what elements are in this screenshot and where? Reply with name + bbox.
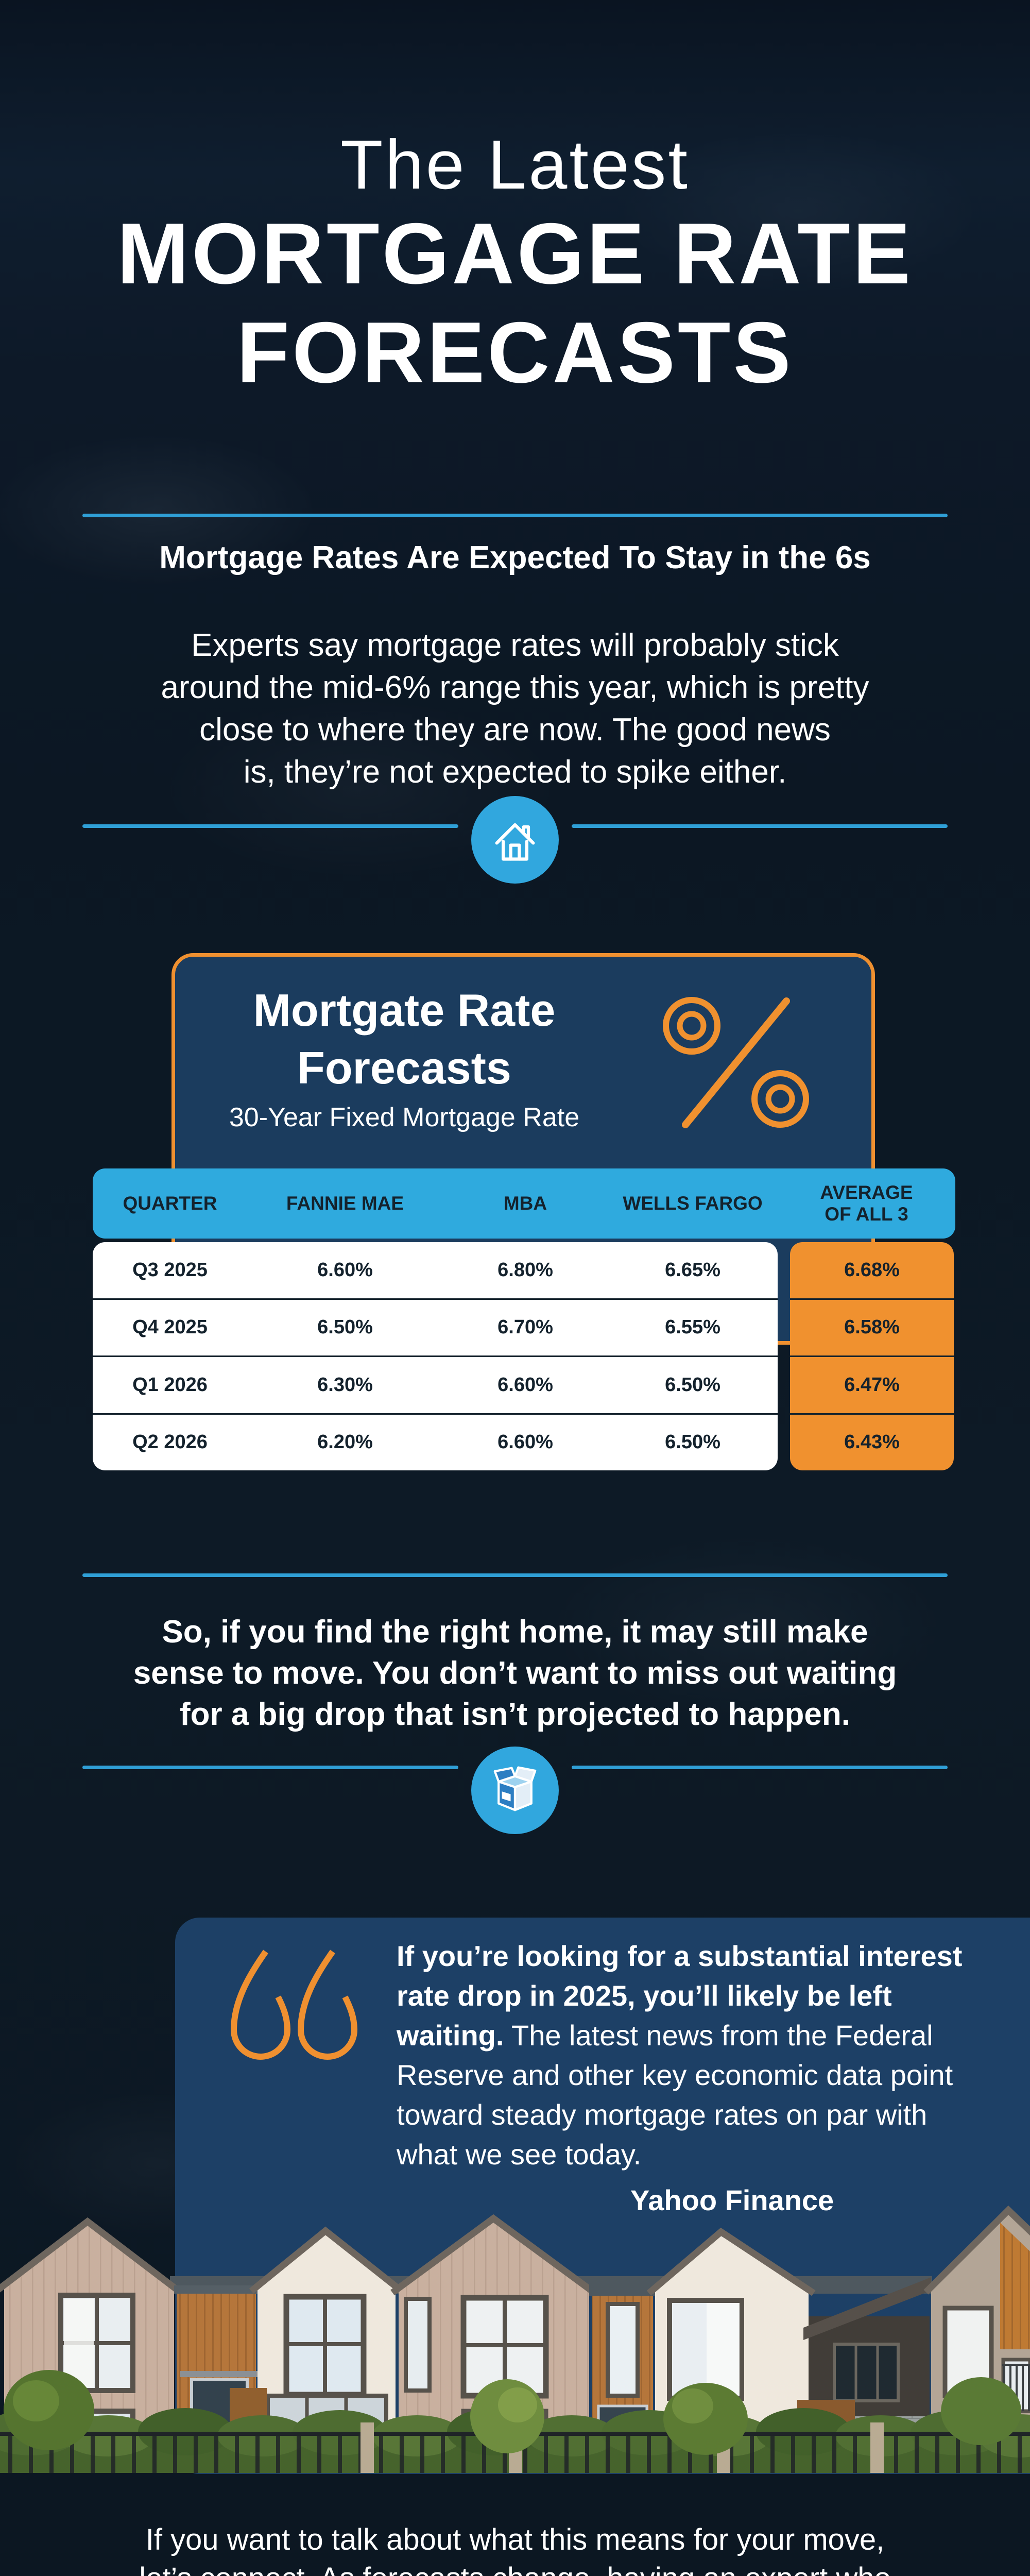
column-header-average-line1: AVERAGE (820, 1182, 913, 1203)
cell-average: 6.43% (844, 1431, 900, 1453)
intro-line: Experts say mortgage rates will probably… (191, 628, 839, 663)
column-header-average-line2: OF ALL 3 (825, 1204, 908, 1225)
section-divider-line (82, 1573, 948, 1577)
hero-title-line1: MORTGAGE RATE (117, 205, 913, 302)
intro-line: around the mid-6% range this year, which… (161, 670, 869, 705)
intro-heading: Mortgage Rates Are Expected To Stay in t… (159, 540, 871, 575)
quote-attribution: Yahoo Finance (630, 2184, 834, 2216)
cell-mba: 6.80% (497, 1259, 553, 1281)
mid-note-line: sense to move. You don’t want to miss ou… (133, 1655, 897, 1691)
quote-bold-text: If you’re looking for a substantial inte… (397, 1940, 963, 2052)
cell-average: 6.68% (790, 1242, 954, 1300)
divider-line-right (572, 824, 948, 828)
table-row: Q2 2026 6.20% 6.60% 6.50% (93, 1415, 778, 1471)
home-icon-badge (471, 796, 559, 884)
column-header-average: AVERAGE OF ALL 3 (778, 1182, 955, 1225)
cell-wells-fargo: 6.50% (665, 1431, 720, 1453)
column-header-fannie-mae: FANNIE MAE (286, 1193, 404, 1214)
mid-note: So, if you find the right home, it may s… (0, 1612, 1030, 1735)
moving-box-icon (488, 1762, 542, 1819)
outro-line: If you want to talk about what this mean… (145, 2523, 885, 2556)
intro-line: close to where they are now. The good ne… (199, 712, 831, 748)
mid-note-line: So, if you find the right home, it may s… (162, 1614, 868, 1650)
divider-line-left (82, 1766, 458, 1769)
section-divider-line (82, 514, 948, 517)
moving-box-icon-badge (471, 1747, 559, 1834)
cell-wells-fargo: 6.65% (665, 1259, 720, 1281)
forecast-card-title-line1: Mortgate Rate (253, 985, 556, 1036)
cell-quarter: Q2 2026 (132, 1431, 208, 1453)
hero-eyebrow: The Latest (340, 126, 690, 204)
cell-fannie-mae: 6.60% (317, 1259, 373, 1281)
quote-regular-text: The latest news from the Federal Reserve… (397, 2019, 953, 2171)
outro-paragraph: If you want to talk about what this mean… (0, 2520, 1030, 2576)
cell-mba: 6.60% (497, 1374, 553, 1396)
table-row: Q4 2025 6.50% 6.70% 6.55% (93, 1300, 778, 1357)
forecast-card-title-line2: Forecasts (297, 1042, 511, 1093)
divider-line-left (82, 824, 458, 828)
intro-paragraph: Experts say mortgage rates will probably… (0, 624, 1030, 793)
cell-fannie-mae: 6.20% (317, 1431, 373, 1453)
cloud-texture (0, 402, 386, 618)
cell-wells-fargo: 6.55% (665, 1316, 720, 1338)
intro-line: is, they’re not expected to spike either… (243, 754, 787, 790)
cell-fannie-mae: 6.30% (317, 1374, 373, 1396)
cell-average: 6.58% (790, 1300, 954, 1357)
cell-quarter: Q3 2025 (132, 1259, 208, 1281)
cell-mba: 6.70% (497, 1316, 553, 1338)
cell-average: 6.47% (790, 1357, 954, 1415)
forecast-card-title: Mortgate Rate Forecasts (191, 981, 618, 1097)
percent-icon (651, 989, 821, 1141)
cell-fannie-mae: 6.50% (317, 1316, 373, 1338)
houses-photo (0, 2190, 1030, 2476)
forecast-card-subtitle: 30-Year Fixed Mortgage Rate (229, 1103, 580, 1132)
quote-icon (216, 1942, 371, 2094)
quote-text: If you’re looking for a substantial inte… (397, 1936, 963, 2174)
shrubs (4, 2370, 1021, 2455)
forecast-table-body: Q3 2025 6.60% 6.80% 6.65% Q4 2025 6.50% … (93, 1242, 778, 1470)
forecast-table-header: QUARTER FANNIE MAE MBA WELLS FARGO AVERA… (93, 1168, 955, 1239)
cell-mba: 6.60% (497, 1431, 553, 1453)
column-header-quarter: QUARTER (123, 1193, 217, 1214)
column-header-wells-fargo: WELLS FARGO (623, 1193, 763, 1214)
outro-line: let’s connect. As forecasts change, havi… (0, 2559, 1030, 2576)
mid-note-line: for a big drop that isn’t projected to h… (180, 1697, 850, 1732)
table-row: Q1 2026 6.30% 6.60% 6.50% (93, 1357, 778, 1415)
home-icon (488, 812, 542, 868)
hero-title-line2: FORECASTS (236, 304, 794, 401)
average-column: 6.68% 6.58% 6.47% 6.43% (790, 1242, 954, 1470)
cell-quarter: Q1 2026 (132, 1374, 208, 1396)
column-header-mba: MBA (503, 1193, 547, 1214)
table-row: Q3 2025 6.60% 6.80% 6.65% (93, 1242, 778, 1300)
cell-wells-fargo: 6.50% (665, 1374, 720, 1396)
cell-quarter: Q4 2025 (132, 1316, 208, 1338)
divider-line-right (572, 1766, 948, 1769)
